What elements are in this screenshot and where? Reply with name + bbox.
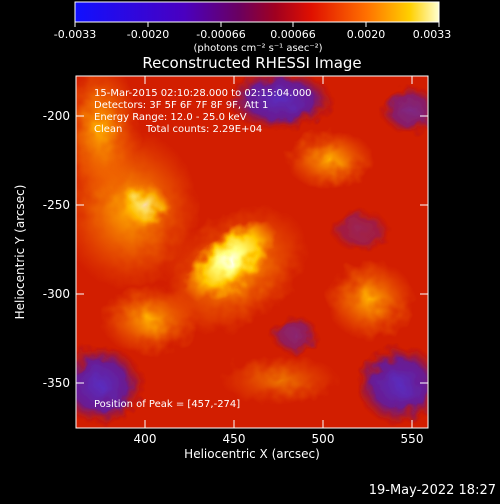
plot-title: Reconstructed RHESSI Image bbox=[142, 54, 361, 72]
info-energy-range: Energy Range: 12.0 - 25.0 keV bbox=[94, 112, 247, 123]
plot-frame bbox=[75, 75, 429, 429]
colorbar-tick: -0.0020 bbox=[127, 28, 169, 41]
x-tick-label: 500 bbox=[312, 432, 335, 446]
x-tick-label: 550 bbox=[401, 432, 424, 446]
colorbar-tick: -0.00066 bbox=[196, 28, 245, 41]
solar-image bbox=[76, 76, 428, 428]
x-tick-label: 450 bbox=[223, 432, 246, 446]
y-tick-label: -300 bbox=[43, 287, 70, 301]
y-tick-label: -250 bbox=[43, 198, 70, 212]
colorbar-tick: 0.0033 bbox=[413, 28, 452, 41]
y-tick-label: -200 bbox=[43, 109, 70, 123]
x-axis: 400 450 500 550 Heliocentric X (arcsec) bbox=[134, 432, 424, 461]
info-time-range: 15-Mar-2015 02:10:28.000 to 02:15:04.000 bbox=[94, 88, 312, 99]
observation-info: 15-Mar-2015 02:10:28.000 to 02:15:04.000… bbox=[94, 88, 312, 135]
colorbar-tick: 0.0020 bbox=[347, 28, 386, 41]
y-axis: -200 -250 -300 -350 Heliocentric Y (arcs… bbox=[13, 109, 70, 390]
info-method: Clean bbox=[94, 124, 122, 135]
colorbar-gradient bbox=[74, 1, 440, 23]
info-total-counts: Total counts: 2.29E+04 bbox=[145, 124, 262, 135]
y-axis-label: Heliocentric Y (arcsec) bbox=[13, 185, 27, 320]
x-tick-label: 400 bbox=[134, 432, 157, 446]
info-detectors: Detectors: 3F 5F 6F 7F 8F 9F, Att 1 bbox=[94, 100, 268, 111]
timestamp: 19-May-2022 18:27 bbox=[369, 483, 496, 498]
y-tick-label: -350 bbox=[43, 376, 70, 390]
colorbar-units: (photons cm⁻² s⁻¹ asec⁻²) bbox=[193, 43, 322, 54]
colorbar-tick: 0.00066 bbox=[270, 28, 316, 41]
x-axis-label: Heliocentric X (arcsec) bbox=[184, 447, 320, 461]
peak-position: Position of Peak = [457,-274] bbox=[94, 399, 240, 410]
colorbar-tick: -0.0033 bbox=[54, 28, 96, 41]
colorbar: -0.0033 -0.0020 -0.00066 0.00066 0.0020 … bbox=[54, 1, 452, 54]
